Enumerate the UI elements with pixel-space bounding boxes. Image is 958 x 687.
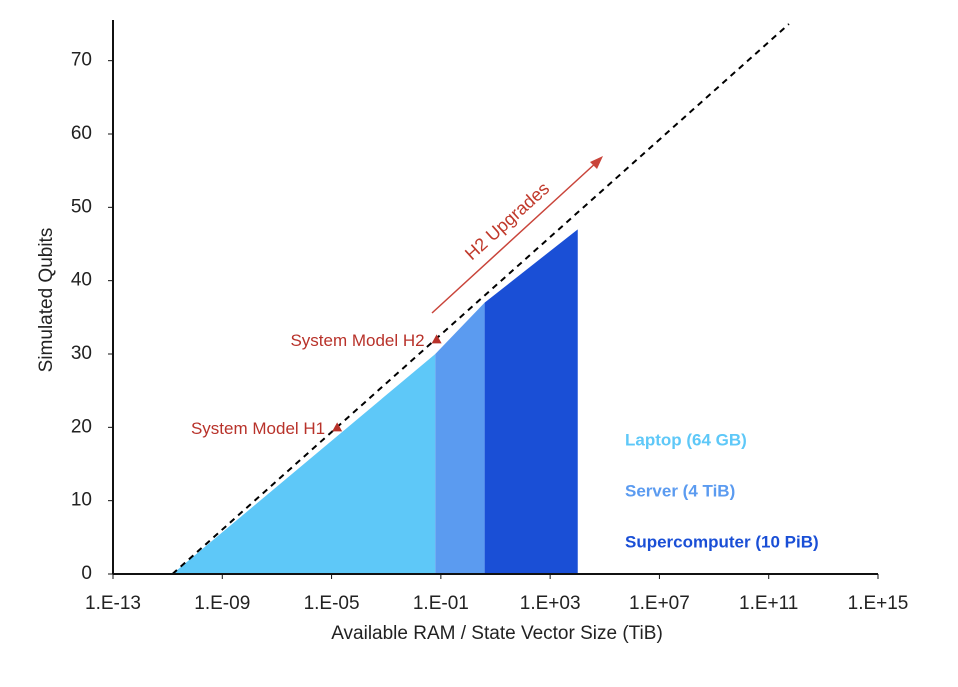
area (484, 229, 578, 575)
reference-line (171, 23, 790, 575)
y-tick-label: 30 (71, 343, 92, 364)
x-tick-label: 1.E-09 (194, 593, 250, 614)
x-tick-label: 1.E+15 (848, 593, 909, 614)
area (172, 354, 436, 574)
x-tick-label: 1.E+11 (739, 593, 798, 614)
x-tick-label: 1.E-01 (413, 593, 469, 614)
x-tick-label: 1.E+07 (629, 593, 690, 614)
marker (431, 334, 442, 344)
marker (332, 422, 343, 432)
y-tick-label: 20 (71, 416, 92, 437)
legend-label: Supercomputer (10 PiB) (625, 532, 819, 551)
y-tick-label: 60 (71, 123, 92, 144)
marker-label: System Model H1 (191, 419, 325, 438)
y-tick-label: 40 (71, 270, 92, 291)
area (435, 302, 485, 574)
y-tick-label: 50 (71, 196, 92, 217)
y-tick-label: 70 (71, 50, 92, 71)
y-axis-title: Simulated Qubits (36, 228, 57, 373)
x-tick-label: 1.E+03 (520, 593, 581, 614)
upgrade-arrow-head (590, 156, 603, 169)
upgrade-arrow (431, 160, 599, 314)
legend-label: Server (4 TiB) (625, 481, 735, 500)
y-tick-label: 0 (81, 563, 92, 584)
x-tick-label: 1.E-05 (304, 593, 360, 614)
x-tick-label: 1.E-13 (85, 593, 141, 614)
legend-label: Laptop (64 GB) (625, 430, 747, 449)
marker-label: System Model H2 (290, 331, 424, 350)
annotation: H2 Upgrades (461, 178, 553, 264)
y-tick-label: 10 (71, 490, 92, 511)
x-axis-title: Available RAM / State Vector Size (TiB) (331, 623, 663, 644)
